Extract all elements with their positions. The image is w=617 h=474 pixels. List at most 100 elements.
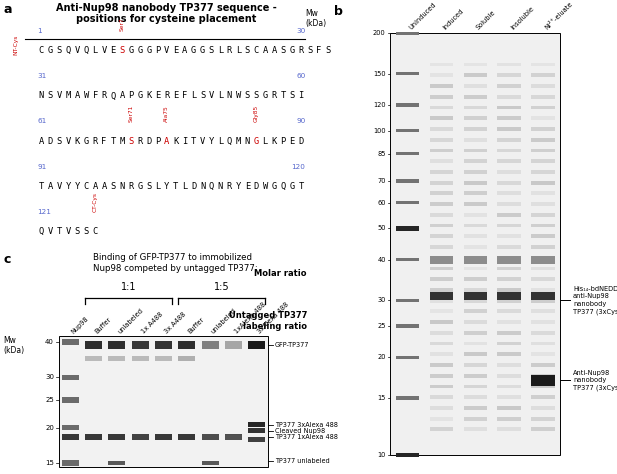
Bar	[429, 277, 453, 281]
Text: 40: 40	[377, 257, 386, 263]
Bar	[429, 384, 453, 388]
Text: G: G	[83, 137, 89, 146]
Bar	[463, 256, 487, 260]
Text: N: N	[244, 137, 250, 146]
Bar	[497, 406, 521, 410]
Bar	[429, 245, 453, 249]
Bar	[497, 374, 521, 378]
Text: M: M	[119, 137, 125, 146]
Bar	[497, 266, 521, 270]
Bar	[463, 374, 487, 378]
Text: D: D	[298, 137, 304, 146]
Bar	[225, 341, 242, 348]
Bar	[497, 395, 521, 399]
Bar	[531, 288, 555, 292]
Bar	[463, 234, 487, 238]
Bar	[391, 33, 560, 455]
Bar	[109, 434, 125, 440]
Text: Insoluble: Insoluble	[510, 5, 535, 31]
Text: Anti-Nup98 nanobody TP377 sequence -
positions for cysteine placement: Anti-Nup98 nanobody TP377 sequence - pos…	[56, 2, 277, 24]
Text: V: V	[101, 46, 107, 55]
Text: 20: 20	[45, 425, 54, 430]
Text: 30: 30	[378, 297, 386, 303]
Bar	[429, 95, 453, 99]
Bar	[497, 213, 521, 217]
Text: Soluble: Soluble	[475, 9, 497, 31]
Bar	[497, 342, 521, 346]
Bar	[531, 138, 555, 142]
Bar	[395, 129, 420, 132]
Text: A: A	[101, 182, 107, 191]
Bar	[463, 148, 487, 152]
Text: V: V	[209, 91, 214, 100]
Bar	[497, 191, 521, 195]
Bar	[531, 342, 555, 346]
Bar	[531, 63, 555, 66]
Text: C: C	[254, 46, 259, 55]
Text: E: E	[110, 46, 116, 55]
Bar	[429, 106, 453, 109]
Bar	[62, 397, 78, 403]
Bar	[531, 363, 555, 367]
Bar	[497, 320, 521, 324]
Bar	[463, 363, 487, 367]
Text: A: A	[75, 91, 80, 100]
Text: Q: Q	[65, 46, 71, 55]
Text: 60: 60	[377, 200, 386, 206]
Bar	[178, 356, 195, 361]
Bar	[463, 116, 487, 120]
Bar	[132, 341, 149, 348]
Bar	[531, 384, 555, 388]
Text: Ser71: Ser71	[128, 105, 133, 122]
Text: L: L	[218, 46, 223, 55]
Bar	[109, 356, 125, 361]
Text: Q: Q	[110, 91, 116, 100]
Text: N: N	[218, 182, 223, 191]
Bar	[429, 84, 453, 88]
Bar	[497, 181, 521, 184]
Text: R: R	[137, 137, 143, 146]
Bar	[531, 106, 555, 109]
Text: TP377 3xAlexa 488: TP377 3xAlexa 488	[275, 421, 337, 428]
Text: G: G	[128, 46, 134, 55]
Text: 150: 150	[373, 71, 386, 77]
Bar	[531, 202, 555, 206]
Bar	[85, 341, 102, 348]
Bar	[463, 342, 487, 346]
Bar	[497, 63, 521, 66]
Bar	[463, 73, 487, 77]
Text: Q: Q	[39, 227, 44, 236]
Bar	[62, 434, 78, 440]
Text: E: E	[289, 137, 295, 146]
Bar	[429, 256, 453, 264]
Text: Cleaved Nup98: Cleaved Nup98	[275, 428, 325, 434]
Text: T: T	[298, 182, 304, 191]
Bar	[497, 428, 521, 431]
Bar	[463, 106, 487, 109]
Text: V: V	[65, 137, 71, 146]
Text: S: S	[110, 182, 116, 191]
Text: W: W	[83, 91, 89, 100]
Text: L: L	[182, 182, 188, 191]
Text: V: V	[75, 46, 80, 55]
Bar	[395, 31, 420, 35]
Text: D: D	[146, 137, 152, 146]
Bar	[429, 116, 453, 120]
Text: S: S	[307, 46, 313, 55]
Bar	[429, 202, 453, 206]
Text: T: T	[39, 182, 44, 191]
Bar	[429, 292, 453, 300]
Text: S: S	[128, 137, 134, 146]
Text: 30: 30	[45, 374, 54, 381]
Text: L: L	[93, 46, 98, 55]
Bar	[531, 191, 555, 195]
Bar	[531, 320, 555, 324]
Bar	[429, 127, 453, 131]
Text: K: K	[173, 137, 178, 146]
Bar	[463, 352, 487, 356]
Bar	[497, 256, 521, 264]
Bar	[497, 84, 521, 88]
Text: V: V	[164, 46, 170, 55]
Bar	[531, 95, 555, 99]
Text: S: S	[83, 227, 89, 236]
